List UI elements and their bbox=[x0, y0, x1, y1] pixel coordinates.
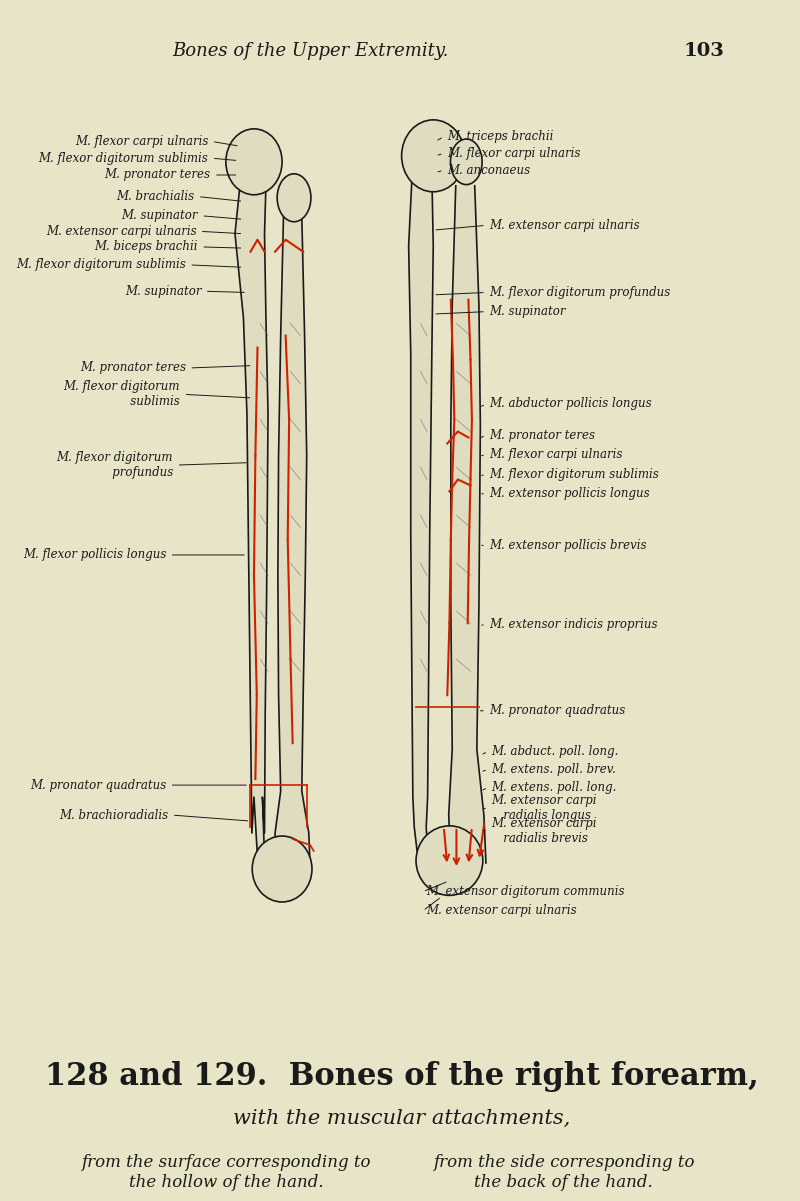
Text: M. supinator: M. supinator bbox=[490, 305, 566, 318]
Text: M. extensor indicis proprius: M. extensor indicis proprius bbox=[490, 619, 658, 631]
Text: Bones of the Upper Extremity.: Bones of the Upper Extremity. bbox=[172, 42, 449, 60]
Text: M. pronator teres: M. pronator teres bbox=[104, 168, 210, 181]
Text: 128 and 129.  Bones of the right forearm,: 128 and 129. Bones of the right forearm, bbox=[45, 1060, 758, 1092]
Ellipse shape bbox=[402, 120, 465, 192]
Text: M. pronator quadratus: M. pronator quadratus bbox=[30, 778, 166, 791]
Text: with the muscular attachments,: with the muscular attachments, bbox=[233, 1109, 570, 1128]
Text: M. supinator: M. supinator bbox=[122, 209, 198, 222]
Polygon shape bbox=[409, 174, 434, 852]
Text: M. biceps brachii: M. biceps brachii bbox=[94, 240, 198, 253]
Text: M. flexor digitorum sublimis: M. flexor digitorum sublimis bbox=[16, 258, 186, 271]
Text: from the surface corresponding to
the hollow of the hand.: from the surface corresponding to the ho… bbox=[81, 1154, 370, 1191]
Ellipse shape bbox=[277, 174, 311, 222]
Text: M. flexor carpi ulnaris: M. flexor carpi ulnaris bbox=[75, 135, 208, 148]
Polygon shape bbox=[275, 216, 310, 870]
Text: M. extensor carpi ulnaris: M. extensor carpi ulnaris bbox=[426, 904, 577, 918]
Text: M. flexor digitorum profundus: M. flexor digitorum profundus bbox=[490, 286, 670, 299]
Ellipse shape bbox=[450, 139, 482, 185]
Text: M. extens. poll. long.: M. extens. poll. long. bbox=[491, 781, 617, 794]
Text: M. triceps brachii: M. triceps brachii bbox=[447, 130, 554, 143]
Text: M. pronator teres: M. pronator teres bbox=[80, 362, 186, 375]
Ellipse shape bbox=[252, 836, 312, 902]
Text: M. extens. poll. brev.: M. extens. poll. brev. bbox=[491, 763, 616, 776]
Text: M. flexor carpi ulnaris: M. flexor carpi ulnaris bbox=[447, 147, 581, 160]
Ellipse shape bbox=[416, 826, 483, 896]
Text: M. flexor digitorum sublimis: M. flexor digitorum sublimis bbox=[490, 468, 659, 482]
Ellipse shape bbox=[226, 129, 282, 195]
Text: M. extensor pollicis brevis: M. extensor pollicis brevis bbox=[490, 539, 647, 552]
Text: M. pronator teres: M. pronator teres bbox=[490, 429, 595, 442]
Text: M. extensor digitorum communis: M. extensor digitorum communis bbox=[426, 885, 625, 898]
Text: M. flexor digitorum sublimis: M. flexor digitorum sublimis bbox=[38, 151, 208, 165]
Text: M. extensor carpi ulnaris: M. extensor carpi ulnaris bbox=[490, 219, 640, 232]
Text: M. extensor carpi
   radialis brevis: M. extensor carpi radialis brevis bbox=[491, 817, 597, 844]
Polygon shape bbox=[449, 186, 486, 864]
Text: M. brachioradialis: M. brachioradialis bbox=[59, 808, 168, 821]
Text: M. abduct. poll. long.: M. abduct. poll. long. bbox=[491, 745, 619, 758]
Text: M. supinator: M. supinator bbox=[125, 285, 202, 298]
Text: M. flexor pollicis longus: M. flexor pollicis longus bbox=[22, 549, 166, 561]
Text: M. pronator quadratus: M. pronator quadratus bbox=[490, 704, 626, 717]
Text: M. extensor carpi
   radialis longus: M. extensor carpi radialis longus bbox=[491, 794, 597, 821]
Text: M. flexor carpi ulnaris: M. flexor carpi ulnaris bbox=[490, 448, 623, 461]
Text: M. abductor pollicis longus: M. abductor pollicis longus bbox=[490, 398, 652, 411]
Text: M. extensor carpi ulnaris: M. extensor carpi ulnaris bbox=[46, 225, 196, 238]
Text: M. anconaeus: M. anconaeus bbox=[447, 163, 530, 177]
Text: M. flexor digitorum
   profundus: M. flexor digitorum profundus bbox=[57, 452, 173, 479]
Text: M. brachialis: M. brachialis bbox=[116, 190, 194, 203]
Text: 103: 103 bbox=[683, 42, 724, 60]
Text: M. extensor pollicis longus: M. extensor pollicis longus bbox=[490, 488, 650, 501]
Polygon shape bbox=[235, 186, 268, 858]
Text: M. flexor digitorum
   sublimis: M. flexor digitorum sublimis bbox=[64, 381, 180, 408]
Text: from the side corresponding to
the back of the hand.: from the side corresponding to the back … bbox=[433, 1154, 694, 1191]
